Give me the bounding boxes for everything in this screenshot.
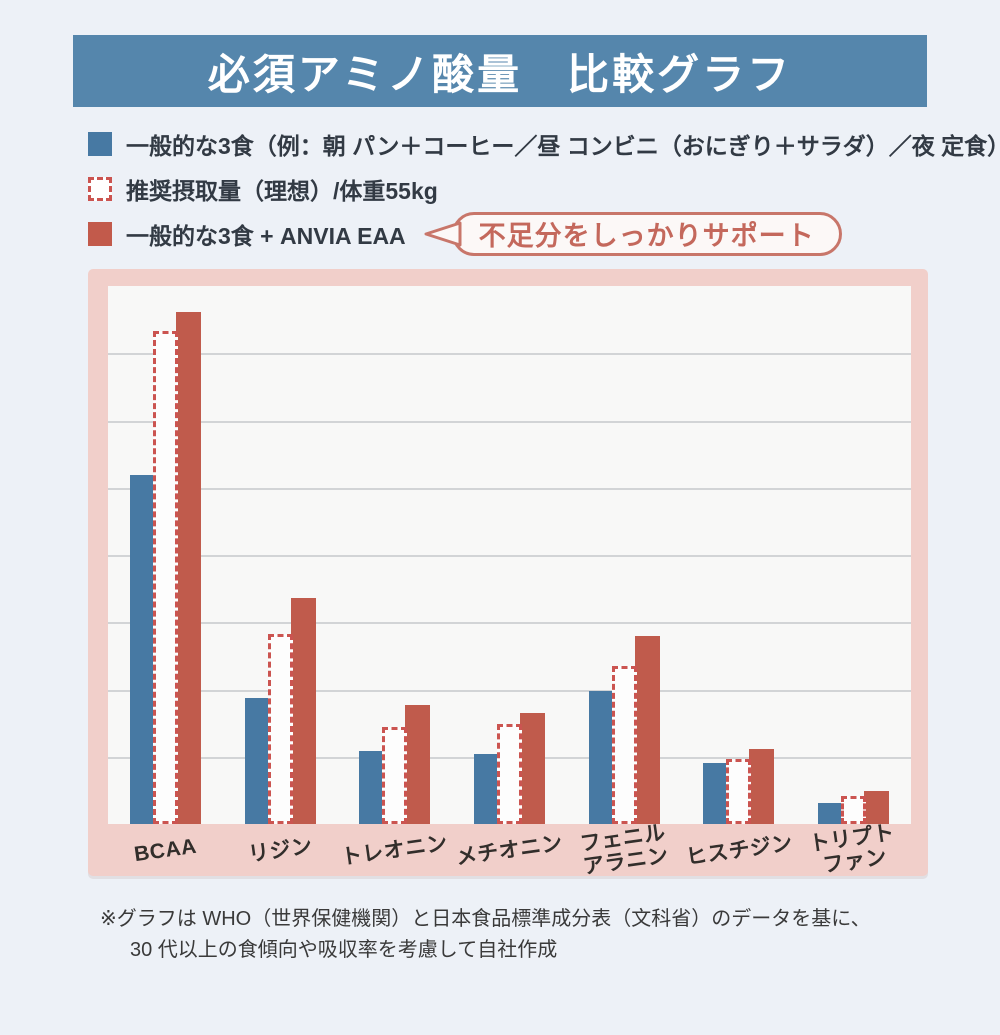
bar-group: [567, 636, 682, 824]
legend-item-typical-meals: 一般的な3食（例：朝 パン＋コーヒー／昼 コンビニ（おにぎり＋サラダ）／夜 定食…: [88, 131, 1000, 159]
legend-swatch-blue-icon: [88, 131, 112, 156]
bar-recommended-ideal: [841, 796, 867, 824]
bar-typical-meals: [588, 691, 614, 824]
x-axis-label: フェニル アラニン: [564, 816, 685, 883]
gridline: [108, 622, 911, 624]
footnote-line-1: ※グラフは WHO（世界保健機関）と日本食品標準成分表（文科省）のデータを基に、: [100, 908, 871, 930]
legend-item-with-eaa: 一般的な3食 + ANVIA EAA 不足分をしっかりサポート: [88, 211, 928, 256]
callout-pointer-icon: [424, 221, 462, 246]
bar-recommended-ideal: [611, 666, 637, 824]
bar-typical-meals: [703, 763, 729, 824]
gridline: [108, 353, 911, 355]
bar-typical-meals: [359, 751, 385, 824]
bar-with-anvia-eaa: [634, 636, 660, 824]
bar-recommended-ideal: [267, 634, 293, 824]
legend-swatch-red-icon: [88, 221, 112, 246]
gridline: [108, 488, 911, 490]
bar-group: [452, 713, 567, 824]
title-banner: 必須アミノ酸量 比較グラフ: [73, 35, 927, 107]
bar-recommended-ideal: [382, 727, 408, 824]
legend-label: 一般的な3食（例：朝 パン＋コーヒー／昼 コンビニ（おにぎり＋サラダ）／夜 定食…: [126, 132, 1000, 159]
bar-typical-meals: [818, 803, 844, 824]
x-axis-label-line: メチオニン: [454, 831, 565, 869]
chart-plot-area: [108, 286, 911, 824]
gridline: [108, 555, 911, 557]
bar-group: [796, 791, 911, 824]
bar-with-anvia-eaa: [864, 791, 890, 824]
bar-group: [108, 312, 223, 824]
bar-with-anvia-eaa: [175, 312, 201, 824]
bar-groups: [108, 286, 911, 824]
x-axis-label-line: BCAA: [132, 834, 198, 866]
legend-swatch-dashed-icon: [88, 176, 112, 201]
bar-with-anvia-eaa: [749, 749, 775, 824]
x-axis-label: メチオニン: [449, 816, 570, 883]
bar-with-anvia-eaa: [405, 705, 431, 824]
x-axis-label: トリプト ファン: [793, 816, 914, 883]
x-axis-label: リジン: [220, 816, 341, 883]
bar-group: [223, 598, 338, 824]
x-axis-label-line: トレオニン: [339, 831, 450, 869]
bar-recommended-ideal: [726, 759, 752, 824]
callout-bubble: 不足分をしっかりサポート: [424, 211, 842, 256]
bar-group: [682, 749, 797, 824]
bar-with-anvia-eaa: [290, 598, 316, 824]
bar-recommended-ideal: [152, 331, 178, 824]
legend-item-recommended-intake: 推奨摂取量（理想）/体重55kg: [88, 176, 928, 204]
x-axis-labels: BCAA リジン トレオニン メチオニン フェニル アラニン ヒスチジン トリプト ファン: [108, 821, 911, 879]
gridline: [108, 690, 911, 692]
footnote-line-2: 30 代以上の食傾向や吸収率を考慮して自社作成: [130, 939, 558, 961]
x-axis-label: ヒスチジン: [679, 816, 800, 883]
page-title: 必須アミノ酸量 比較グラフ: [207, 50, 793, 98]
legend: 一般的な3食（例：朝 パン＋コーヒー／昼 コンビニ（おにぎり＋サラダ）／夜 定食…: [88, 131, 1000, 256]
legend-label: 一般的な3食 + ANVIA EAA: [126, 222, 406, 249]
bar-group: [337, 705, 452, 824]
x-axis-label: BCAA: [105, 816, 226, 883]
legend-label: 推奨摂取量（理想）/体重55kg: [126, 177, 438, 204]
bar-recommended-ideal: [497, 724, 523, 824]
bar-typical-meals: [244, 698, 270, 824]
gridline: [108, 421, 911, 423]
bar-typical-meals: [474, 754, 500, 824]
bar-with-anvia-eaa: [520, 713, 546, 824]
x-axis-label-line: ヒスチジン: [684, 831, 794, 869]
x-axis-label: トレオニン: [334, 816, 455, 883]
x-axis-label-line: リジン: [246, 834, 314, 866]
footnote: ※グラフは WHO（世界保健機関）と日本食品標準成分表（文科省）のデータを基に、…: [100, 904, 1000, 966]
bar-typical-meals: [129, 475, 155, 824]
chart-panel: BCAA リジン トレオニン メチオニン フェニル アラニン ヒスチジン トリプト ファン: [88, 269, 928, 879]
callout-text: 不足分をしっかりサポート: [478, 221, 815, 251]
